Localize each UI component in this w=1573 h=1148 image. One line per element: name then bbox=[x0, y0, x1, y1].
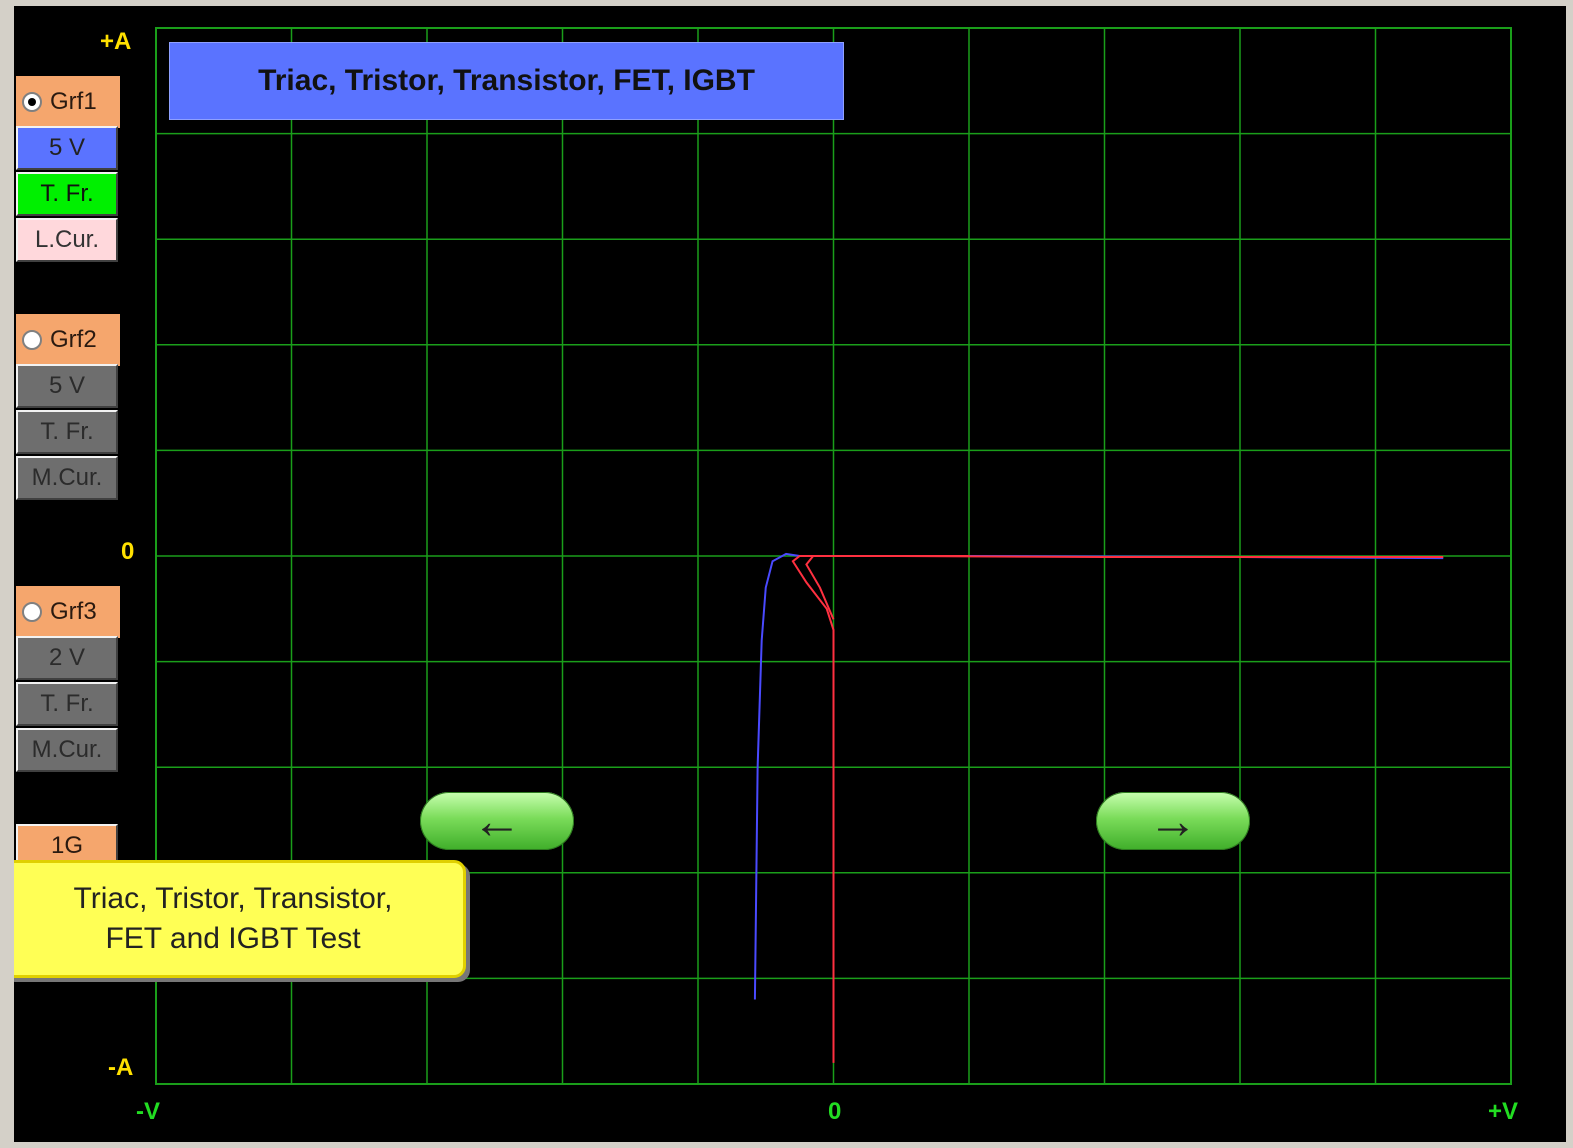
graph3-radio-label: Grf3 bbox=[50, 598, 97, 625]
tooltip-line-1: Triac, Tristor, Transistor, bbox=[73, 882, 393, 915]
graph2-freq-button[interactable]: T. Fr. bbox=[16, 410, 118, 454]
test-title: Triac, Tristor, Transistor, FET, IGBT bbox=[258, 64, 755, 97]
graph3-cursor-button[interactable]: M.Cur. bbox=[16, 728, 118, 772]
test-title-banner: Triac, Tristor, Transistor, FET, IGBT bbox=[169, 42, 844, 120]
graph2-voltage-button[interactable]: 5 V bbox=[16, 364, 118, 408]
graph1-radio[interactable]: Grf1 bbox=[16, 76, 120, 128]
graph3-radio[interactable]: Grf3 bbox=[16, 586, 120, 638]
x-axis-left-label: -V bbox=[136, 1098, 160, 1125]
y-axis-bottom-label: -A bbox=[108, 1054, 134, 1081]
trace-3 bbox=[805, 555, 969, 620]
x-axis-right-label: +V bbox=[1488, 1098, 1519, 1125]
arrow-right-icon: → bbox=[1148, 793, 1198, 849]
trace-1 bbox=[753, 552, 1444, 1000]
tooltip-line-2: FET and IGBT Test bbox=[105, 922, 361, 955]
graph1-freq-button[interactable]: T. Fr. bbox=[16, 172, 118, 216]
graph1-voltage-button[interactable]: 5 V bbox=[16, 126, 118, 170]
y-axis-zero-label: 0 bbox=[121, 538, 135, 565]
graph2-cursor-button[interactable]: M.Cur. bbox=[16, 456, 118, 500]
graph1-cursor-button[interactable]: L.Cur. bbox=[16, 218, 118, 262]
graph3-voltage-button[interactable]: 2 V bbox=[16, 636, 118, 680]
graph1-radio-label: Grf1 bbox=[50, 88, 97, 115]
test-description-tooltip: Triac, Tristor, Transistor, FET and IGBT… bbox=[14, 860, 466, 978]
graph2-radio[interactable]: Grf2 bbox=[16, 314, 120, 366]
graph3-freq-button[interactable]: T. Fr. bbox=[16, 682, 118, 726]
graph2-radio-label: Grf2 bbox=[50, 326, 97, 353]
trace-2 bbox=[791, 555, 1444, 1063]
radio-unchecked-icon bbox=[22, 602, 42, 622]
oscilloscope-panel: Triac, Tristor, Transistor, FET, IGBT +A… bbox=[14, 6, 1566, 1142]
next-button[interactable]: → bbox=[1096, 792, 1250, 850]
radio-checked-icon bbox=[22, 92, 42, 112]
arrow-left-icon: ← bbox=[472, 793, 522, 849]
radio-unchecked-icon bbox=[22, 330, 42, 350]
y-axis-top-label: +A bbox=[100, 28, 132, 55]
previous-button[interactable]: ← bbox=[420, 792, 574, 850]
x-axis-zero-label: 0 bbox=[828, 1098, 842, 1125]
plot-traces bbox=[753, 552, 1444, 1063]
